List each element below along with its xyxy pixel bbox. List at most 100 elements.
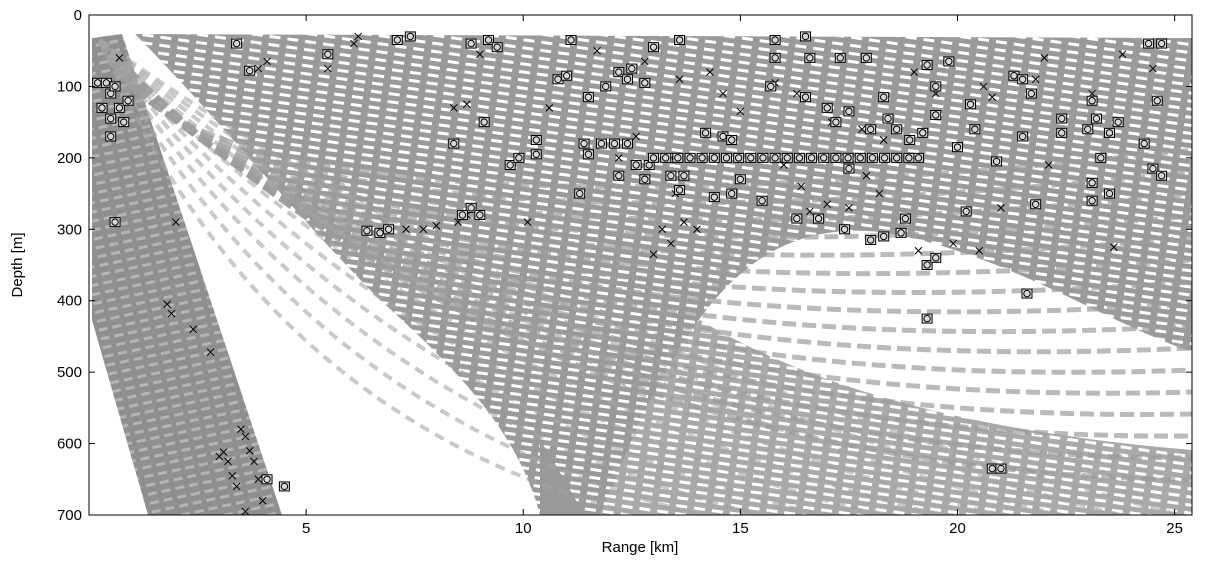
data-point <box>693 225 701 234</box>
square <box>891 152 903 163</box>
square <box>665 170 677 181</box>
square <box>678 170 690 181</box>
data-point <box>791 213 803 224</box>
data-point <box>456 210 468 220</box>
data-point <box>224 457 232 466</box>
data-point <box>769 52 781 63</box>
data-point <box>1151 95 1163 106</box>
data-point <box>1138 138 1150 149</box>
square <box>891 124 903 135</box>
data-point <box>113 102 125 113</box>
data-point <box>404 31 416 42</box>
data-point <box>1086 195 1098 206</box>
x-tick-label: 20 <box>949 520 966 537</box>
data-point <box>734 174 746 185</box>
data-point <box>1156 170 1168 181</box>
data-point <box>613 170 625 181</box>
cross-stroke <box>910 68 918 76</box>
data-point <box>821 102 833 113</box>
circle <box>484 36 493 44</box>
cross-stroke <box>823 200 832 209</box>
data-point <box>237 425 245 434</box>
data-point <box>733 152 745 163</box>
square <box>879 152 891 163</box>
circle <box>923 314 931 323</box>
square <box>1156 170 1168 181</box>
cross-stroke <box>206 348 215 356</box>
circle <box>905 154 913 162</box>
square <box>478 117 490 128</box>
y-tick-label: 100 <box>57 78 82 95</box>
square <box>821 102 833 113</box>
data-point <box>879 152 891 163</box>
square <box>1147 163 1159 174</box>
circle <box>997 464 1005 473</box>
circle <box>1018 132 1027 141</box>
data-point <box>241 432 250 441</box>
circle <box>879 232 888 241</box>
square <box>672 152 684 163</box>
square <box>448 138 460 149</box>
data-point <box>639 174 651 185</box>
data-point <box>600 81 612 92</box>
data-point <box>402 225 410 234</box>
circle <box>615 172 623 180</box>
data-point <box>845 204 853 212</box>
square <box>456 210 468 220</box>
square <box>793 152 805 163</box>
data-point <box>391 35 403 45</box>
cross-stroke <box>949 239 958 248</box>
data-point <box>672 152 684 163</box>
square <box>865 124 877 135</box>
data-point <box>171 218 180 226</box>
square <box>1095 152 1107 163</box>
upper-field <box>135 34 1192 515</box>
square <box>1143 38 1155 49</box>
data-point <box>475 50 484 59</box>
data-point <box>491 42 503 53</box>
square <box>574 188 586 199</box>
square <box>674 35 686 45</box>
circle <box>767 82 775 91</box>
square <box>930 81 942 92</box>
fan-curve <box>98 39 641 515</box>
circle <box>966 100 975 108</box>
data-point <box>383 224 395 235</box>
circle <box>820 154 828 162</box>
data-point <box>830 152 842 163</box>
data-point <box>1017 131 1029 142</box>
cross-stroke <box>640 57 649 66</box>
cross-stroke <box>988 93 997 101</box>
data-point <box>736 107 745 116</box>
circle <box>628 64 636 73</box>
square <box>866 152 878 163</box>
circle <box>324 50 332 58</box>
data-point <box>674 185 686 195</box>
data-point <box>639 77 651 88</box>
data-point <box>244 65 256 76</box>
square <box>769 152 781 163</box>
circle <box>280 482 289 491</box>
shadow <box>540 440 585 515</box>
data-point <box>1149 64 1157 73</box>
circle <box>801 93 810 101</box>
data-point <box>765 81 777 92</box>
circle <box>1140 139 1148 148</box>
square <box>1025 88 1037 99</box>
data-point <box>675 75 684 84</box>
square <box>1021 288 1033 299</box>
data-point <box>839 224 851 235</box>
circle <box>701 129 710 137</box>
data-point <box>674 35 686 45</box>
cross-stroke <box>667 239 675 248</box>
square <box>491 42 503 53</box>
square <box>843 163 855 174</box>
circle <box>1058 129 1066 137</box>
circle <box>675 36 684 44</box>
circle <box>906 136 914 144</box>
circle <box>111 218 119 226</box>
square <box>231 38 243 49</box>
circle <box>698 154 706 162</box>
square <box>769 35 781 45</box>
y-tick-label: 200 <box>57 150 82 167</box>
